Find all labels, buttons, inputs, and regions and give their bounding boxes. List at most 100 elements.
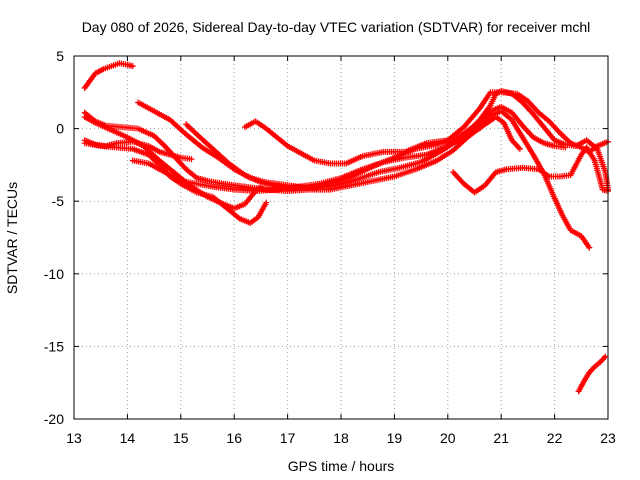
- data-point: [498, 108, 514, 122]
- data-point: [145, 143, 161, 154]
- data-point: [167, 116, 188, 137]
- data-point: [487, 92, 498, 109]
- y-tick-label: -10: [44, 266, 64, 282]
- x-tick-label: 20: [440, 430, 456, 446]
- x-tick-label: 19: [387, 430, 403, 446]
- data-point: [530, 111, 546, 129]
- data-point: [161, 169, 183, 183]
- data-point: [471, 183, 487, 196]
- data-point: [380, 148, 407, 155]
- data-point: [247, 215, 260, 226]
- data-point: [508, 109, 525, 128]
- y-axis-label: SDTVAR / TECUs: [4, 182, 20, 294]
- data-point: [370, 155, 396, 170]
- data-point: [81, 79, 92, 91]
- data-point: [343, 153, 364, 167]
- data-point: [423, 137, 449, 147]
- data-point: [567, 153, 584, 179]
- data-point: [460, 118, 482, 139]
- data-point: [492, 113, 506, 125]
- data-point: [183, 166, 199, 180]
- data-point: [418, 148, 444, 165]
- data-point: [482, 115, 498, 128]
- data-point: [559, 212, 573, 232]
- data-point: [594, 139, 610, 150]
- data-point: [124, 61, 134, 69]
- data-point: [220, 180, 246, 190]
- data-point: [450, 134, 471, 154]
- series-track-9: [241, 89, 611, 167]
- data-point: [516, 145, 523, 152]
- data-point: [108, 60, 121, 70]
- data-point: [348, 164, 375, 180]
- data-point: [113, 144, 134, 152]
- x-tick-label: 16: [226, 430, 242, 446]
- data-point: [289, 185, 316, 192]
- data-point: [129, 63, 136, 70]
- data-point: [508, 137, 522, 151]
- data-point: [482, 170, 498, 189]
- data-point: [183, 131, 204, 150]
- y-tick-label: -20: [44, 411, 64, 427]
- x-tick-label: 23: [600, 430, 616, 446]
- data-point: [129, 157, 150, 167]
- data-point: [231, 201, 247, 212]
- data-point: [402, 140, 428, 155]
- data-point: [460, 180, 476, 195]
- data-point: [151, 108, 172, 122]
- data-point: [580, 371, 592, 385]
- x-tick-label: 13: [66, 430, 82, 446]
- data-point: [241, 119, 257, 131]
- data-point: [503, 164, 524, 173]
- data-point: [476, 113, 492, 129]
- x-tick-label: 21: [493, 430, 509, 446]
- series-track-8: [183, 87, 611, 193]
- series-track-11: [575, 353, 609, 395]
- data-point: [524, 98, 541, 115]
- data-point: [567, 227, 583, 239]
- data-point: [116, 60, 129, 68]
- data-point: [396, 159, 423, 171]
- data-point: [156, 157, 177, 176]
- data-point: [599, 186, 610, 194]
- data-point: [231, 186, 257, 194]
- data-point: [500, 119, 515, 142]
- data-point: [476, 103, 493, 123]
- data-point: [519, 164, 540, 173]
- data-point: [263, 179, 289, 188]
- data-point: [551, 195, 565, 217]
- data-point: [284, 143, 300, 154]
- data-point: [263, 125, 279, 140]
- data-point: [412, 158, 439, 173]
- data-point: [188, 156, 195, 163]
- data-point: [567, 140, 583, 150]
- data-point: [586, 365, 597, 376]
- data-point: [252, 118, 268, 131]
- data-point: [434, 148, 455, 164]
- data-point: [209, 193, 231, 212]
- data-point: [193, 131, 215, 151]
- data-point: [498, 103, 514, 115]
- data-point: [540, 124, 557, 142]
- data-point: [556, 129, 573, 145]
- data-point: [145, 151, 161, 167]
- x-tick-label: 22: [547, 430, 563, 446]
- data-point: [236, 215, 252, 226]
- data-point: [535, 166, 551, 179]
- data-point: [263, 199, 270, 206]
- data-point: [591, 360, 602, 370]
- data-point: [546, 118, 562, 135]
- data-point: [348, 178, 375, 189]
- data-point: [450, 169, 466, 186]
- ticks: 13 14 15 16 17 18 19 20 21 22 23 -20 -15 -10 -5 0 5: [44, 48, 616, 446]
- y-tick-label: -5: [52, 193, 65, 209]
- x-tick-label: 18: [333, 430, 349, 446]
- y-tick-label: -15: [44, 338, 64, 354]
- data-point: [225, 206, 242, 221]
- data-point: [145, 160, 166, 175]
- series-track-10: [450, 144, 611, 196]
- data-point: [508, 116, 525, 139]
- series-track-1: [81, 60, 136, 91]
- data-point: [359, 149, 385, 160]
